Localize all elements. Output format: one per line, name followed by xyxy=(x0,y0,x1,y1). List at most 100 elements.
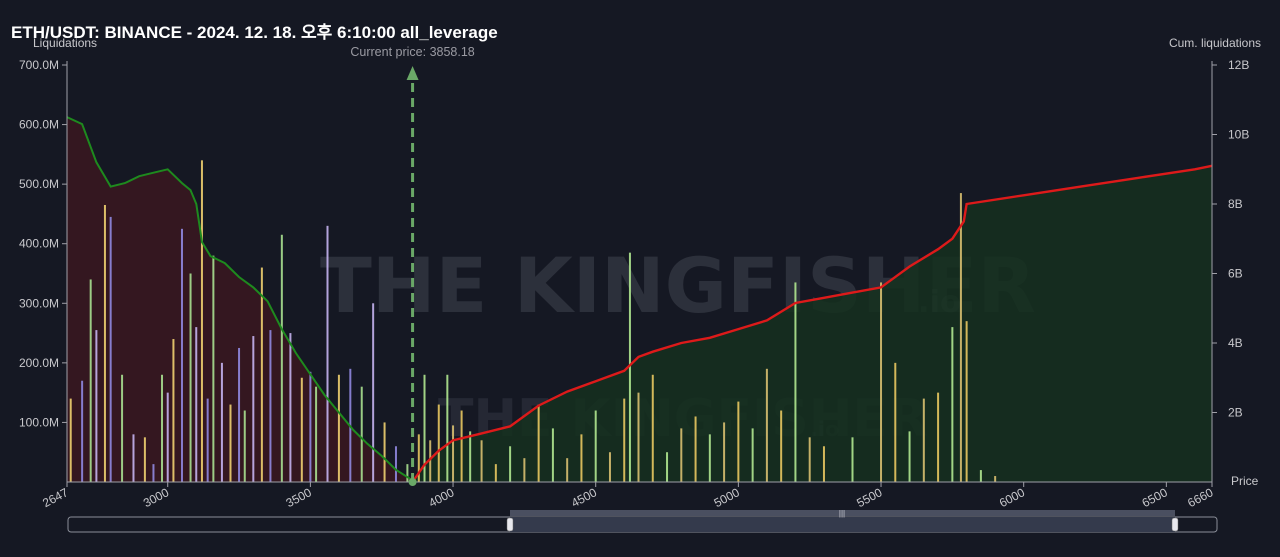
long-liquidation-bar xyxy=(309,371,312,482)
short-liquidation-bar xyxy=(737,401,740,482)
long-liquidation-bar xyxy=(406,464,409,482)
x-tick-label: 6660 xyxy=(1185,485,1215,510)
short-liquidation-bar xyxy=(937,392,940,482)
short-liquidation-bar xyxy=(680,428,683,482)
short-liquidation-bar xyxy=(965,321,968,482)
chart-title: ETH/USDT: BINANCE - 2024. 12. 18. 오후 6:1… xyxy=(11,23,498,42)
long-liquidation-bar xyxy=(280,234,283,482)
short-liquidation-bar xyxy=(666,452,669,482)
current-price-dot xyxy=(408,478,417,486)
short-liquidation-bar xyxy=(765,368,768,482)
cumulative-lines xyxy=(66,116,1213,483)
short-liquidation-bar xyxy=(580,434,583,482)
short-liquidation-bar xyxy=(851,437,854,482)
short-liquidation-bar xyxy=(994,476,997,482)
short-liquidation-bar xyxy=(894,362,897,482)
x-tick-label: 6500 xyxy=(1140,485,1170,510)
long-liquidation-bar xyxy=(143,437,146,482)
long-liquidation-bar xyxy=(195,327,198,482)
long-liquidation-bar xyxy=(229,404,232,482)
long-liquidation-bar xyxy=(103,204,106,482)
short-liquidation-bar xyxy=(808,437,811,482)
short-liquidation-bar xyxy=(460,410,463,482)
slider-selection[interactable] xyxy=(510,517,1175,532)
slider-grip-icon[interactable]: ||| xyxy=(839,509,845,518)
y2-tick-label: 12B xyxy=(1228,58,1249,72)
x-tick-label: 4000 xyxy=(426,485,456,510)
y-tick-label: 200.0M xyxy=(19,356,59,370)
x-tick-label: 3000 xyxy=(141,485,171,510)
short-liquidation-bar xyxy=(417,434,420,482)
y-tick-label: 300.0M xyxy=(19,296,59,310)
slider-left-handle[interactable] xyxy=(506,517,514,532)
short-liquidation-bar xyxy=(780,410,783,482)
y2-tick-label: 8B xyxy=(1228,197,1243,211)
y2-tick-label: 2B xyxy=(1228,406,1243,420)
y-tick-label: 100.0M xyxy=(19,415,59,429)
short-liquidation-bar xyxy=(794,282,797,482)
long-liquidation-bar xyxy=(394,446,397,482)
short-liquidation-bar xyxy=(537,404,540,482)
short-liquidation-bar xyxy=(951,327,954,482)
long-liquidation-bar xyxy=(166,392,169,482)
short-liquidation-bar xyxy=(922,398,925,482)
short-liquidation-bar xyxy=(446,374,449,482)
long-liquidation-bar xyxy=(252,336,255,482)
long-liquidation-bar xyxy=(89,279,92,482)
y2-tick-label: 4B xyxy=(1228,336,1243,350)
short-liquidation-bar xyxy=(523,458,526,482)
x-tick-label: 5500 xyxy=(854,485,884,510)
slider-right-handle[interactable] xyxy=(1171,517,1179,532)
y-tick-label: 700.0M xyxy=(19,58,59,72)
long-liquidation-bar xyxy=(269,330,272,482)
x-axis-title: Price xyxy=(1231,474,1259,488)
liquidation-bars xyxy=(69,160,997,483)
long-liquidation-bar xyxy=(180,228,183,482)
long-liquidation-bar xyxy=(109,216,112,482)
long-liquidation-bar xyxy=(220,362,223,482)
long-liquidation-bar xyxy=(206,398,209,482)
short-liquidation-bar xyxy=(623,398,626,482)
short-liquidation-bar xyxy=(959,193,962,483)
long-liquidation-bar xyxy=(212,255,215,482)
short-liquidation-bar xyxy=(429,440,432,482)
y-axis-title: Liquidations xyxy=(33,36,97,50)
long-liquidation-bar xyxy=(95,330,98,482)
long-liquidation-bar xyxy=(121,374,124,482)
short-liquidation-bar xyxy=(480,440,483,482)
x-tick-label: 5000 xyxy=(712,485,742,510)
y2-tick-label: 10B xyxy=(1228,128,1249,142)
y-tick-label: 400.0M xyxy=(19,237,59,251)
long-liquidation-bar xyxy=(337,374,340,482)
short-liquidation-bar xyxy=(708,434,711,482)
x-tick-label: 2647 xyxy=(40,485,70,510)
short-liquidation-bar xyxy=(651,374,654,482)
short-liquidation-bar xyxy=(723,422,726,482)
short-liquidation-bar xyxy=(608,452,611,482)
short-liquidation-bar xyxy=(751,428,754,482)
y2-tick-label: 6B xyxy=(1228,267,1243,281)
short-liquidation-bar xyxy=(979,470,982,482)
long-liquidation-bar xyxy=(200,160,203,483)
y-tick-label: 500.0M xyxy=(19,177,59,191)
short-cumulative-area xyxy=(412,165,1212,483)
current-price-arrow xyxy=(406,66,419,80)
short-cumulative-line xyxy=(411,164,1213,483)
short-liquidation-bar xyxy=(628,252,631,482)
y-tick-label: 600.0M xyxy=(19,118,59,132)
short-liquidation-bar xyxy=(469,431,472,482)
x-tick-label: 6000 xyxy=(997,485,1027,510)
long-liquidation-bar xyxy=(152,464,155,482)
short-liquidation-bar xyxy=(637,392,640,482)
slider-drag-bar[interactable] xyxy=(510,510,1175,516)
short-liquidation-bar xyxy=(694,416,697,482)
zoom-slider[interactable]: ||| xyxy=(67,509,1218,533)
short-liquidation-bar xyxy=(509,446,512,482)
long-liquidation-bar xyxy=(372,303,375,482)
short-liquidation-bar xyxy=(423,374,426,482)
long-liquidation-bar xyxy=(360,386,363,482)
short-liquidation-bar xyxy=(494,464,497,482)
cumulative-fill-areas xyxy=(67,117,1212,483)
long-liquidation-bar xyxy=(243,410,246,482)
